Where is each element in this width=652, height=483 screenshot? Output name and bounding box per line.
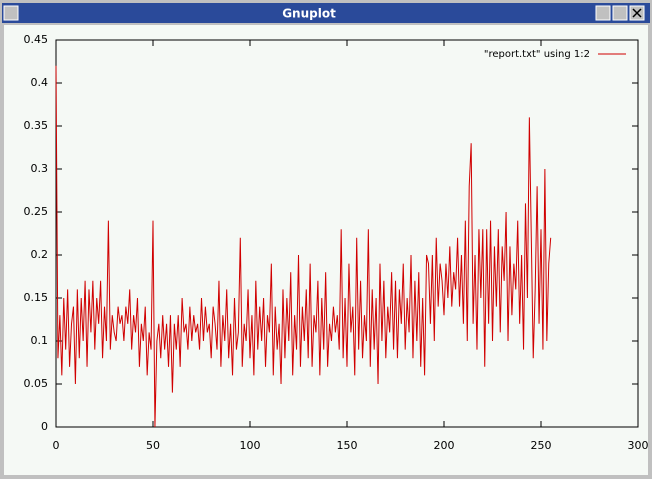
x-tick-label: 0 xyxy=(53,439,60,452)
legend-label: "report.txt" using 1:2 xyxy=(484,49,590,60)
y-tick-label: 0.2 xyxy=(31,248,49,261)
x-tick-label: 100 xyxy=(240,439,261,452)
y-tick-label: 0.25 xyxy=(24,205,49,218)
x-tick-label: 300 xyxy=(628,439,649,452)
plot-canvas xyxy=(4,25,648,475)
minimize-button[interactable] xyxy=(595,5,611,21)
y-tick-label: 0.35 xyxy=(24,119,49,132)
y-tick-label: 0.4 xyxy=(31,76,49,89)
maximize-button[interactable] xyxy=(612,5,628,21)
x-tick-label: 50 xyxy=(146,439,160,452)
window-menu-button[interactable] xyxy=(3,5,19,21)
y-tick-label: 0.05 xyxy=(24,377,49,390)
x-tick-label: 250 xyxy=(531,439,552,452)
y-tick-label: 0.3 xyxy=(31,162,49,175)
y-tick-label: 0.1 xyxy=(31,334,49,347)
y-tick-label: 0.15 xyxy=(24,291,49,304)
y-tick-label: 0 xyxy=(41,420,48,433)
y-tick-label: 0.45 xyxy=(24,33,49,46)
data-line xyxy=(55,65,552,428)
title-bar xyxy=(2,3,650,23)
x-tick-label: 150 xyxy=(337,439,358,452)
close-icon xyxy=(632,8,642,18)
x-tick-label: 200 xyxy=(434,439,455,452)
window-title: Gnuplot xyxy=(282,7,336,21)
